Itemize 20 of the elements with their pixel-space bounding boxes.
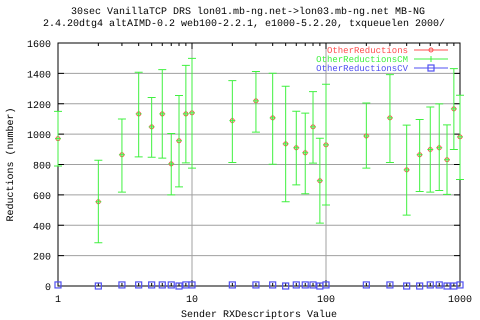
legend-label: OtherReductionsCV: [316, 64, 409, 74]
legend-label: OtherReductions: [326, 46, 408, 56]
y-tick-label: 200: [32, 252, 51, 264]
y-tick-label: 800: [32, 162, 51, 172]
y-tick-label: 1600: [26, 40, 51, 51]
legend-label: OtherReductionsCM: [316, 55, 408, 65]
y-tick-label: 1200: [26, 100, 51, 112]
y-tick-label: 400: [32, 222, 51, 234]
y-tick-label: 1400: [26, 70, 51, 82]
x-axis-title: Sender RXDescriptors Value: [180, 309, 338, 320]
x-tick-label: 10: [186, 295, 198, 306]
x-tick-label: 1000: [448, 295, 472, 306]
x-tick-label: 100: [316, 295, 336, 306]
chart-title: 30sec VanillaTCP DRS lon01.mb-ng.net->lon03.mb-ng.net MB-NG: [70, 6, 426, 18]
chart-subtitle: 2.4.20dtg4 altAIMD-0.2 web100-2.2.1, e1000-5.2.20, txqueuelen 2000/: [42, 18, 446, 30]
y-tick-label: 600: [32, 192, 51, 203]
x-tick-label: 1: [54, 295, 62, 306]
y-tick-label: 0: [44, 283, 51, 294]
y-axis-title: Reductions (number): [5, 107, 17, 222]
y-tick-label: 1000: [26, 131, 51, 142]
